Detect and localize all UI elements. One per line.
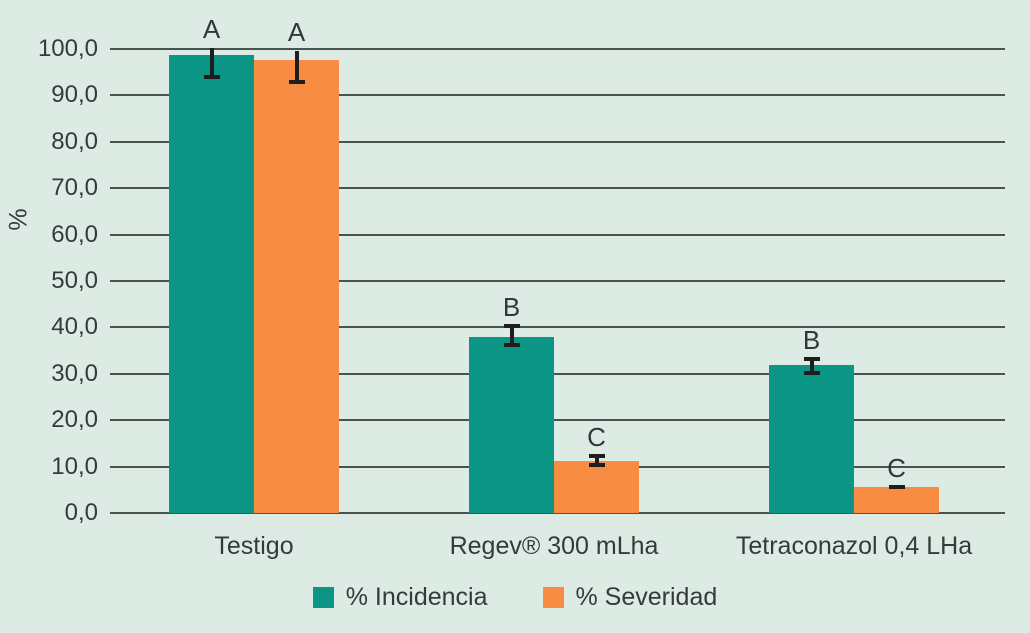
error-bar — [294, 50, 299, 82]
y-tick-label: 20,0 — [51, 406, 98, 434]
gridline — [110, 372, 1005, 375]
gridline — [110, 48, 1005, 50]
category-label: Testigo — [214, 532, 294, 560]
bar-incidencia — [469, 336, 554, 513]
error-bar — [209, 48, 214, 78]
legend-label: % Incidencia — [345, 583, 488, 611]
bar-severidad — [854, 487, 939, 513]
legend: % Incidencia % Severidad — [0, 583, 1030, 612]
stat-group-letter: B — [502, 292, 521, 323]
error-bar-cap-bottom — [203, 75, 220, 80]
stat-group-letter: C — [587, 422, 606, 453]
y-tick-label: 50,0 — [51, 267, 98, 294]
y-tick-label: 30,0 — [51, 359, 98, 387]
legend-swatch — [312, 587, 334, 608]
y-tick-label: 100,0 — [37, 35, 98, 62]
error-bar-cap-top — [803, 356, 820, 361]
y-tick-label: 70,0 — [51, 174, 98, 202]
stat-group-letter: A — [202, 14, 221, 45]
error-bar — [509, 326, 514, 346]
gridline — [110, 140, 1005, 143]
stat-group-letter: A — [287, 16, 306, 47]
gridline — [110, 512, 1005, 514]
error-bar-cap-bottom — [588, 463, 605, 468]
error-bar-cap-bottom — [288, 79, 305, 84]
legend-item: % Severidad — [542, 583, 718, 612]
error-bar-cap-top — [503, 324, 520, 329]
y-tick-label: 60,0 — [51, 220, 98, 248]
y-tick-label: 0,0 — [64, 499, 98, 526]
bar-severidad — [254, 60, 339, 513]
error-bar — [809, 358, 814, 374]
gridline — [110, 233, 1005, 236]
error-bar — [594, 456, 599, 466]
legend-label: % Severidad — [575, 583, 718, 611]
error-bar-cap-top — [588, 454, 605, 459]
bar-incidencia — [169, 55, 254, 513]
stat-group-letter: C — [887, 452, 906, 483]
gridline — [110, 419, 1005, 422]
error-bar-cap-bottom — [803, 371, 820, 376]
gridline — [110, 326, 1005, 329]
error-bar-cap-top — [888, 484, 905, 489]
gridline — [110, 187, 1005, 190]
error-bar-cap-bottom — [503, 343, 520, 348]
gridline — [110, 280, 1005, 282]
y-axis-title: % — [4, 208, 33, 231]
gridline — [110, 94, 1005, 97]
legend-item: % Incidencia — [312, 583, 488, 612]
y-tick-label: 10,0 — [51, 452, 98, 480]
category-label: Regev® 300 mLha — [449, 532, 659, 560]
bar-severidad — [554, 461, 639, 513]
bar-incidencia — [769, 365, 854, 513]
y-tick-label: 40,0 — [51, 313, 98, 341]
legend-swatch — [542, 587, 564, 608]
y-tick-label: 80,0 — [51, 127, 98, 155]
category-label: Tetraconazol 0,4 LHa — [735, 532, 973, 560]
stat-group-letter: B — [802, 324, 821, 355]
y-tick-label: 90,0 — [51, 81, 98, 109]
